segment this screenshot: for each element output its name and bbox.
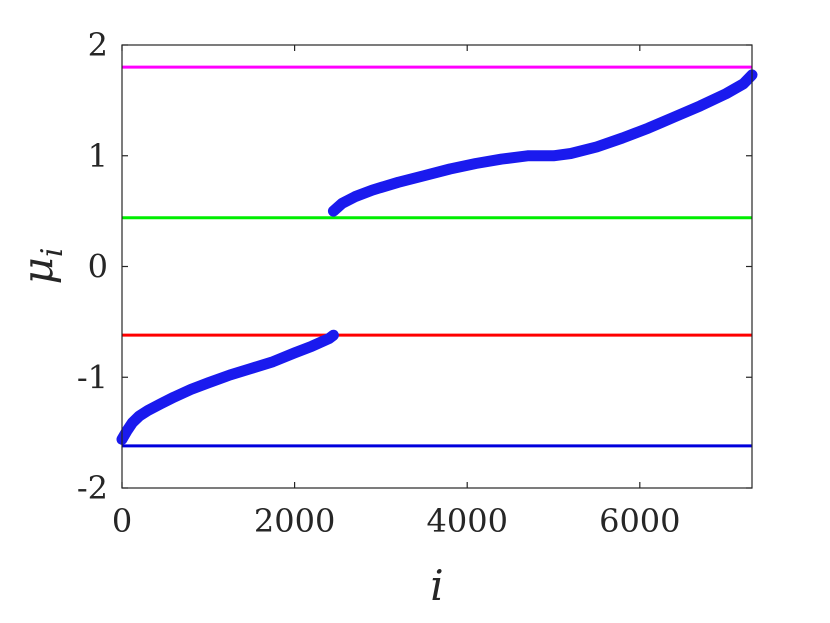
y-tick-label: 2: [88, 26, 108, 64]
series-line-1: [327, 69, 758, 217]
y-tick-label: 1: [88, 137, 108, 175]
y-tick-label: -2: [77, 469, 108, 507]
svg-text:μi: μi: [13, 248, 70, 285]
y-tick-label: 0: [88, 248, 108, 286]
x-tick-label: 4000: [426, 502, 507, 540]
axes-box: [121, 44, 753, 489]
series-line-0: [116, 329, 339, 445]
x-axis-label: i: [430, 561, 443, 610]
x-tick-label: 0: [112, 502, 132, 540]
x-tick-label: 6000: [599, 502, 680, 540]
y-tick-label: -1: [77, 358, 108, 396]
plot-area: [116, 65, 758, 448]
y-axis-label-main: μ: [13, 257, 62, 284]
tick-labels: 0 2000 4000 6000 -2 -1 0 1 2: [77, 26, 681, 540]
tick-marks: [121, 44, 752, 489]
x-tick-label: 2000: [254, 502, 335, 540]
y-axis-label: μi: [13, 248, 70, 285]
y-axis-label-subscript: i: [35, 248, 70, 258]
